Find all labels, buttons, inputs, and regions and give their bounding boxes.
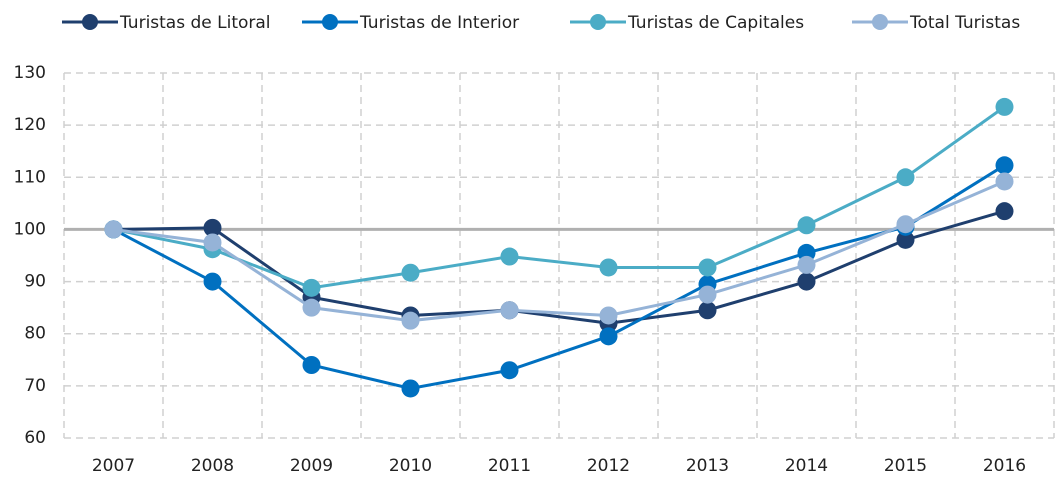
series-line bbox=[113, 209, 1005, 325]
data-point bbox=[203, 218, 222, 237]
data-point bbox=[401, 263, 420, 282]
data-point bbox=[104, 220, 123, 239]
data-point bbox=[500, 361, 519, 380]
x-tick-label: 2016 bbox=[983, 456, 1026, 476]
x-tick-label: 2015 bbox=[884, 456, 927, 476]
legend-label: Total Turistas bbox=[909, 13, 1020, 33]
data-point bbox=[698, 258, 717, 277]
y-tick-label: 90 bbox=[24, 272, 46, 292]
series-line bbox=[113, 105, 1006, 290]
x-tick-label: 2011 bbox=[488, 456, 531, 476]
legend-marker bbox=[82, 14, 98, 30]
y-tick-label: 100 bbox=[14, 219, 46, 239]
y-tick-label: 70 bbox=[24, 376, 46, 396]
data-point bbox=[599, 327, 618, 346]
data-point bbox=[599, 258, 618, 277]
legend-marker bbox=[590, 14, 606, 30]
data-point bbox=[896, 168, 915, 187]
y-tick-label: 110 bbox=[14, 167, 46, 187]
series-line bbox=[112, 164, 1006, 390]
legend-marker bbox=[322, 14, 338, 30]
data-point bbox=[302, 356, 321, 374]
data-point bbox=[797, 255, 816, 274]
data-point bbox=[302, 278, 321, 297]
legend-label: Turistas de Interior bbox=[359, 13, 519, 33]
data-point bbox=[995, 202, 1014, 221]
data-point bbox=[698, 285, 717, 304]
data-point bbox=[995, 97, 1014, 116]
data-point bbox=[797, 216, 816, 235]
legend-marker bbox=[872, 14, 888, 30]
series-line bbox=[113, 180, 1006, 323]
data-point bbox=[401, 311, 420, 330]
data-point bbox=[698, 301, 717, 320]
x-tick-label: 2013 bbox=[686, 456, 729, 476]
x-tick-label: 2008 bbox=[191, 456, 234, 476]
data-point bbox=[500, 301, 519, 320]
data-point bbox=[995, 156, 1014, 175]
x-tick-label: 2007 bbox=[92, 456, 135, 476]
x-tick-label: 2014 bbox=[785, 456, 828, 476]
x-tick-label: 2010 bbox=[389, 456, 432, 476]
y-tick-label: 60 bbox=[24, 428, 46, 448]
data-point bbox=[995, 172, 1014, 191]
legend-label: Turistas de Capitales bbox=[627, 13, 804, 33]
data-point bbox=[203, 272, 222, 291]
data-point bbox=[896, 230, 915, 249]
legend-label: Turistas de Litoral bbox=[119, 13, 271, 33]
data-point bbox=[599, 306, 618, 325]
data-point bbox=[401, 379, 420, 398]
data-point bbox=[302, 298, 321, 317]
data-point bbox=[203, 233, 222, 252]
x-tick-label: 2012 bbox=[587, 456, 630, 476]
data-point bbox=[896, 215, 915, 234]
y-tick-label: 80 bbox=[24, 324, 46, 344]
data-point bbox=[797, 272, 816, 291]
x-tick-label: 2009 bbox=[290, 456, 333, 476]
y-tick-label: 130 bbox=[14, 63, 46, 83]
y-tick-label: 120 bbox=[14, 115, 46, 135]
data-point bbox=[500, 247, 519, 266]
